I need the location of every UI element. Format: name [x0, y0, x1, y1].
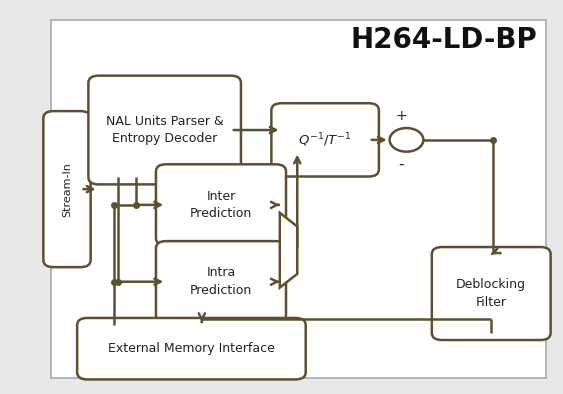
- Text: +: +: [396, 109, 407, 123]
- FancyBboxPatch shape: [77, 318, 306, 379]
- Text: Stream-In: Stream-In: [62, 162, 72, 217]
- Polygon shape: [280, 213, 297, 288]
- Text: Deblocking
Filter: Deblocking Filter: [456, 278, 526, 309]
- FancyBboxPatch shape: [51, 20, 546, 378]
- Text: NAL Units Parser &
Entropy Decoder: NAL Units Parser & Entropy Decoder: [106, 115, 224, 145]
- FancyBboxPatch shape: [88, 76, 241, 184]
- Text: Intra
Prediction: Intra Prediction: [190, 266, 252, 297]
- FancyBboxPatch shape: [43, 111, 91, 267]
- Circle shape: [390, 128, 423, 152]
- Text: Inter
Prediction: Inter Prediction: [190, 190, 252, 220]
- FancyBboxPatch shape: [156, 164, 286, 245]
- Text: -: -: [399, 157, 404, 172]
- Text: $Q^{-1}/T^{-1}$: $Q^{-1}/T^{-1}$: [298, 131, 352, 149]
- Text: External Memory Interface: External Memory Interface: [108, 342, 275, 355]
- Text: H264-LD-BP: H264-LD-BP: [351, 26, 538, 54]
- FancyBboxPatch shape: [156, 241, 286, 322]
- FancyBboxPatch shape: [432, 247, 551, 340]
- FancyBboxPatch shape: [271, 103, 379, 177]
